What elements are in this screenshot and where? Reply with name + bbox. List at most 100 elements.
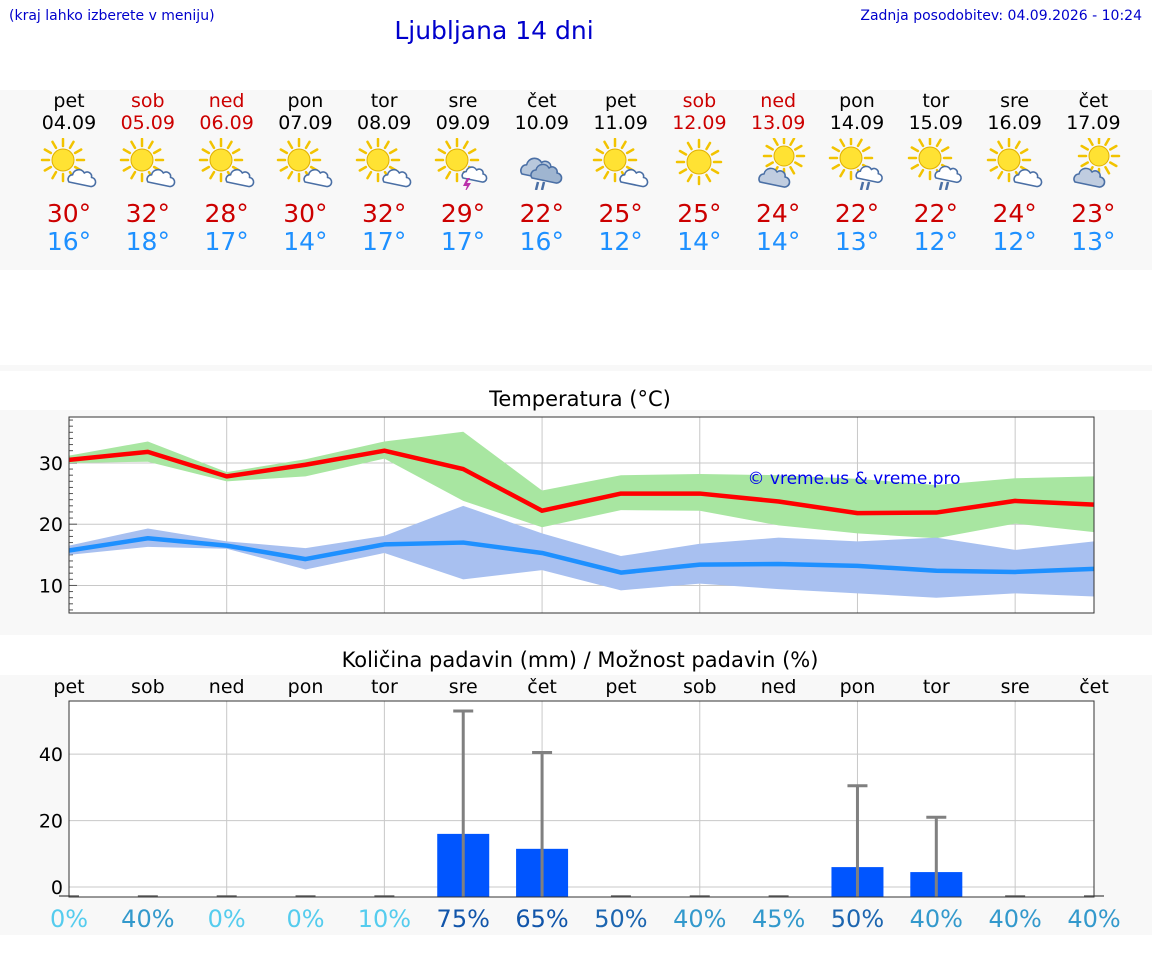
day-name: ned [760,90,797,112]
precipitation-chart-title: Količina padavin (mm) / Možnost padavin … [341,648,819,672]
sun-rain-icon [907,138,962,190]
location-hint: (kraj lahko izberete v meniju) [9,8,215,24]
day-name: pet [53,90,85,112]
max-temperature: 30° [46,199,92,228]
max-temp-line [68,448,1095,516]
day-date: 17.09 [1066,112,1121,134]
day-name: čet [527,90,557,112]
day-column: sob 05.09 32° 18° [108,90,188,256]
precipitation-probability: 40% [1067,905,1120,933]
day-date: 11.09 [593,112,648,134]
day-date: 05.09 [120,112,175,134]
precipitation-probability: 40% [988,905,1041,933]
precipitation-probability: 0% [208,905,246,933]
min-temperature: 13° [834,227,880,256]
day-column: pet 11.09 25° 12° [581,90,661,256]
day-name: sob [131,90,165,112]
day-name: sob [682,90,717,112]
day-name: pon [839,90,875,112]
precipitation-chart: pet sob ned pon tor sre čet pet sob ned pon tor sre č… [39,676,1121,933]
x-category-label: ned [209,676,245,698]
x-category-label: tor [923,676,950,698]
day-column: čet 10.09 22° 16° [502,90,582,256]
x-category-label: pon [288,676,324,698]
sun-cloud-icon [277,138,333,188]
cloud-sun-icon [1073,138,1121,188]
y-tick-label: 0 [51,877,63,899]
x-category-label: tor [371,676,398,698]
min-temperature: 17° [204,227,249,256]
x-category-label: sob [683,676,717,698]
min-temperature: 17° [440,227,486,256]
sun-thunder-icon [434,138,488,190]
max-temperature: 23° [1071,199,1116,228]
x-category-label: sob [131,676,165,698]
sun-cloud-icon [592,138,648,188]
day-name: sre [448,90,478,112]
min-temperature: 14° [756,227,801,256]
day-date: 14.09 [829,112,885,134]
day-name: tor [922,90,950,112]
min-temperature: 14° [677,227,722,256]
max-temperature: 28° [204,199,249,228]
max-temperature: 22° [519,199,564,228]
day-date: 10.09 [514,112,569,134]
day-column: pet 04.09 30° 16° [29,90,109,256]
day-name: pet [604,90,637,112]
x-category-label: sre [449,676,478,698]
min-temperature: 17° [362,227,407,256]
x-category-label: čet [1079,676,1109,698]
day-column: tor 15.09 22° 12° [896,90,976,256]
day-name: čet [1078,90,1109,112]
precipitation-probability: 40% [910,905,963,933]
day-name: ned [208,90,245,112]
y-tick-label: 10 [39,575,63,597]
day-column: ned 13.09 24° 14° [738,90,818,256]
plot-area [69,701,1094,897]
min-temperature: 16° [46,227,92,256]
sun-cloud-icon [355,138,412,188]
temperature-chart-title: Temperatura (°C) [489,387,671,411]
min-temperature: 18° [125,227,170,256]
day-name: sre [1000,90,1030,112]
precipitation-probability: 0% [50,905,88,933]
day-date: 08.09 [356,112,412,134]
max-temperature: 32° [125,199,170,228]
min-temperature: 12° [913,227,958,256]
max-temperature: 22° [913,199,958,228]
y-tick-label: 40 [39,744,63,766]
x-category-label: pet [53,676,84,698]
precipitation-probability: 10% [358,905,411,933]
day-column: tor 08.09 32° 17° [344,90,424,256]
cloud-sun-icon [758,138,806,188]
min-temperature: 12° [992,227,1037,256]
rain-cloud-icon [519,157,563,190]
day-date: 12.09 [672,112,727,134]
last-updated: Zadnja posodobitev: 04.09.2026 - 10:24 [860,8,1142,24]
day-column: pon 14.09 22° 13° [817,90,897,256]
day-column: ned 06.09 28° 17° [187,90,267,256]
sun-cloud-icon [40,138,97,188]
y-tick-label: 30 [39,453,63,475]
max-temperature: 24° [992,199,1037,228]
day-date: 04.09 [41,112,97,134]
day-date: 13.09 [750,112,806,134]
x-category-label: pon [840,676,876,698]
day-column: pon 07.09 30° 14° [265,90,345,256]
min-temperature: 14° [283,227,328,256]
sun-cloud-icon [986,138,1042,188]
min-temp-line [68,536,1095,575]
max-temperature: 22° [834,199,880,228]
min-temperature: 16° [519,227,564,256]
precipitation-probability: 0% [286,905,324,933]
x-category-label: ned [761,676,797,698]
plot-frame [68,416,1095,614]
max-temperature: 24° [756,199,801,228]
temperature-chart: 10 20 30 © vreme.us & vreme.pro [39,416,1095,614]
day-column: sob 12.09 25° 14° [659,90,739,256]
max-temperature: 30° [283,199,328,228]
x-category-label: čet [527,676,557,698]
day-date: 09.09 [435,112,491,134]
plot-frame [68,700,1095,898]
day-date: 16.09 [987,112,1042,134]
